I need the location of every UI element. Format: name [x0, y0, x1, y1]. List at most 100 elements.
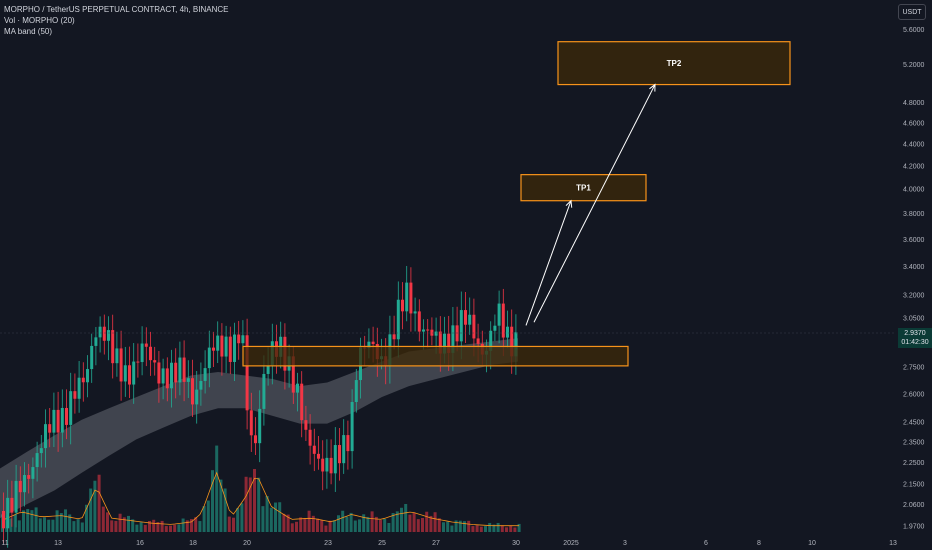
volume-bar [118, 513, 122, 532]
time-tick-label: 10 [808, 540, 816, 547]
volume-bar [232, 517, 235, 532]
volume-bar [316, 518, 319, 532]
time-tick-label: 16 [136, 540, 144, 547]
volume-bar [47, 519, 51, 532]
candle-body [497, 303, 501, 326]
candle-body [52, 409, 56, 433]
volume-bar [152, 519, 156, 532]
volume-bars [1, 445, 521, 532]
volume-bar [475, 525, 479, 532]
currency-badge[interactable]: USDT [898, 4, 926, 20]
ma-band-area [0, 338, 518, 519]
volume-bar [215, 445, 219, 532]
zone-label-tp1: TP1 [576, 184, 591, 193]
price-axis[interactable]: 5.6000 5.2000 4.8000 4.6000 4.4000 4.2000 4.00… [903, 27, 925, 530]
volume-bar [458, 520, 462, 532]
candle-body [468, 314, 472, 325]
volume-bar [374, 516, 378, 532]
time-tick-label: 13 [889, 540, 897, 547]
volume-bar [307, 510, 311, 532]
candle-body [401, 299, 404, 312]
candle-body [430, 329, 434, 336]
time-axis[interactable]: 11 13 16 18 20 23 25 27 30 2025 3 6 8 10 13 [1, 540, 897, 547]
price-tick-label: 5.2000 [903, 62, 925, 69]
volume-bar [34, 507, 38, 532]
candle-body [136, 361, 140, 363]
volume-bar [206, 500, 210, 532]
symbol-title[interactable]: MORPHO / TetherUS PERPETUAL CONTRACT, 4h… [4, 5, 229, 14]
volume-bar [85, 504, 88, 532]
candle-body [14, 480, 18, 513]
volume-bar [488, 522, 492, 532]
candle-body [472, 314, 476, 339]
volume-bar [282, 513, 286, 532]
candle-body [464, 310, 467, 325]
candle-body [443, 333, 446, 354]
volume-bar [358, 519, 361, 532]
candle-body [346, 435, 350, 452]
candle-body [111, 330, 115, 364]
candle-body [266, 365, 270, 374]
candle-body [73, 391, 77, 399]
volume-bar [139, 522, 143, 532]
volume-bar [55, 510, 59, 532]
volume-indicator-label[interactable]: Vol · MORPHO (20) [4, 16, 75, 25]
candle-body [186, 378, 190, 382]
candle-body [60, 407, 64, 433]
price-tick-label: 2.4500 [903, 420, 925, 427]
candle-body [254, 435, 257, 444]
candle-body [304, 420, 308, 430]
volume-bar [261, 506, 265, 532]
time-tick-label: 11 [1, 540, 8, 547]
price-tick-label: 3.8000 [903, 211, 925, 218]
price-tick-label: 3.2000 [903, 293, 925, 300]
candle-body [94, 337, 98, 346]
ma-band-indicator-label[interactable]: MA band (50) [4, 27, 53, 36]
volume-bar [412, 512, 416, 532]
time-tick-label: 23 [324, 540, 332, 547]
volume-bar [337, 515, 340, 532]
volume-bar [442, 522, 445, 532]
time-tick-label: 3 [623, 540, 627, 547]
volume-bar [446, 521, 450, 532]
candle-body [48, 424, 52, 433]
volume-bar [265, 495, 269, 532]
candle-body [6, 497, 10, 529]
candle-body [258, 408, 262, 444]
projection-arrow-head [649, 83, 656, 92]
candle-body [90, 345, 94, 370]
volume-bar [30, 510, 34, 532]
candle-body [65, 407, 68, 425]
last-price-tag: 2.9370 01:42:30 [898, 328, 932, 348]
volume-bar [421, 517, 424, 532]
candle-body [220, 335, 224, 357]
candle-body [207, 347, 211, 369]
volume-bar [408, 514, 412, 532]
volume-bar [274, 502, 277, 532]
volume-bar [320, 520, 324, 532]
volume-bar [219, 479, 223, 532]
price-tick-label: 3.4000 [903, 264, 925, 271]
volume-bar [76, 519, 80, 532]
candle-body [195, 389, 199, 405]
chart-legend: MORPHO / TetherUS PERPETUAL CONTRACT, 4h… [4, 4, 229, 37]
volume-bar [479, 526, 483, 532]
candle-body [296, 383, 299, 393]
projection-arrow-line [525, 200, 572, 326]
volume-bar [433, 512, 437, 532]
price-tick-label: 3.6000 [903, 237, 925, 244]
volume-bar [127, 515, 130, 532]
volume-bar [131, 519, 135, 532]
volume-bar [51, 519, 55, 532]
candle-body [174, 362, 178, 383]
time-tick-label: 2025 [563, 540, 579, 547]
candle-body [149, 346, 152, 361]
candle-body [153, 360, 157, 363]
volume-bar [135, 524, 139, 532]
volume-bar [169, 525, 172, 532]
volume-bar [492, 524, 496, 532]
volume-bar [341, 510, 345, 532]
candle-body [317, 453, 320, 459]
volume-bar [328, 520, 332, 532]
